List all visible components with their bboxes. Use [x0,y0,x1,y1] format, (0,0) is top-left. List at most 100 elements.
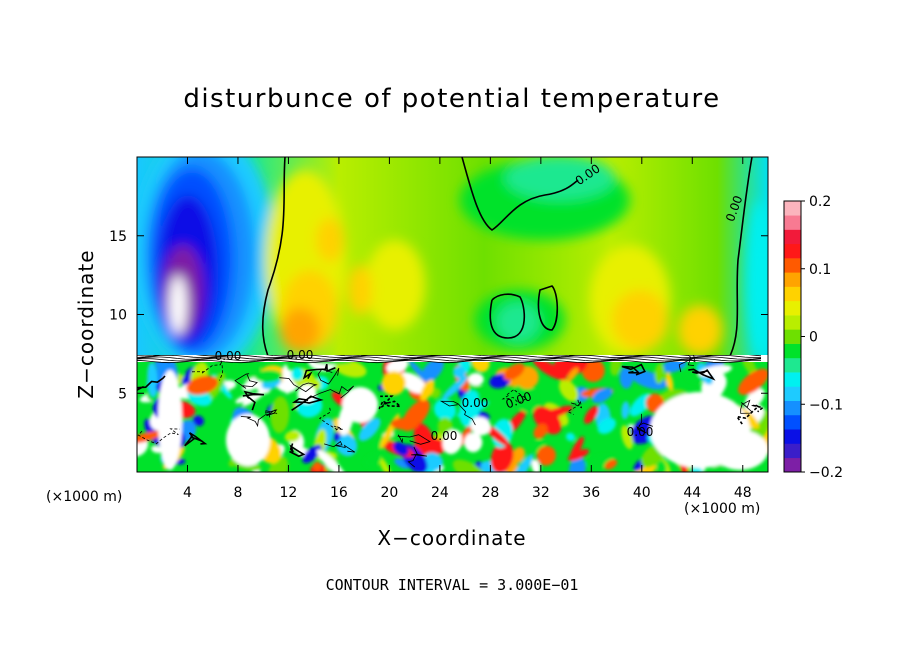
colorbar-swatch-8 [784,343,801,359]
band-line-3 [137,356,762,360]
colorbar-swatch-17 [784,215,801,230]
lower-blob-149 [584,405,599,424]
lower-contour-16 [240,412,278,428]
lower-blob-212 [186,375,219,395]
lower-blob-219 [566,367,579,382]
x-tick-label-4: 20 [380,485,398,501]
band-line-4 [137,358,762,362]
colorbar-swatch-3 [784,414,801,430]
colorbar-swatch-7 [784,357,801,373]
upper-blob-19 [746,200,768,355]
lower-blob-5 [377,455,393,472]
lower-blob-104 [665,372,674,391]
lower-blob-201 [464,432,483,453]
colorbar-swatch-1 [784,443,801,459]
lower-blob-87 [630,369,667,390]
lower-blob-193 [270,396,290,434]
x-tick-label-2: 12 [280,485,298,501]
colorbar-tick-label-1: 0.1 [809,262,831,278]
contour-lines [261,157,753,355]
lower-contour-17 [566,399,583,415]
lower-blob-21 [597,417,616,434]
lower-blob-221 [420,379,435,401]
upper-blob-15 [612,290,668,350]
lower-blob-197 [235,393,255,404]
x-tick-label-7: 32 [532,485,550,501]
lower-contour-25 [191,360,223,381]
lower-blob-42 [433,398,457,421]
lower-blob-147 [654,363,665,384]
lower-blob-220 [656,459,667,472]
white-patch-4 [712,430,768,470]
contour-line-3 [489,293,526,339]
lower-contour-9 [378,395,403,410]
white-patch-0 [226,414,270,466]
lower-blob-203 [531,459,541,472]
upper-blobs [137,157,768,355]
upper-field [137,157,768,355]
contour-label-2: 0.00 [287,348,314,362]
lower-blob-139 [284,430,301,442]
lower-blob-223 [536,445,556,466]
band-line-5 [137,359,761,364]
colorbar-swatch-0 [784,457,801,473]
lower-blob-210 [470,416,491,436]
contour-line-1 [461,157,579,231]
lower-contour-10 [265,409,278,418]
lower-blob-226 [147,362,158,397]
lower-blob-80 [312,461,322,471]
lower-blob-224 [137,430,164,444]
white-patch-2 [342,387,378,423]
y-axis-label: Z−coordinate [74,249,98,399]
upper-blob-16 [678,305,722,355]
white-patch-3 [158,370,182,470]
lower-contour-21 [735,403,765,425]
lower-contour-7 [678,355,696,373]
colorbar-swatch-4 [784,400,801,416]
lower-blob-122 [398,372,427,394]
lower-contour-3 [137,375,166,391]
colorbar-swatch-18 [784,201,801,216]
x-tick-label-6: 28 [481,485,499,501]
chart-title: disturbunce of potential temperature [183,84,721,114]
lower-contour-18 [184,432,208,447]
lower-blob-150 [441,375,468,400]
lower-contour-0 [688,368,716,381]
contour-line-0 [261,157,286,355]
colorbar-swatch-16 [784,229,801,245]
y-tick-label-0: 5 [118,386,127,402]
colorbar: 0.2 0.1 0 −0.1 −0.2 [783,194,843,481]
lower-blob-225 [698,364,733,377]
colorbar-swatch-5 [784,386,801,401]
lower-blob-194 [533,423,548,439]
lower-contour-19 [317,367,340,385]
contour-label-4: 0.00 [462,396,489,410]
upper-blob-18 [505,157,615,200]
lower-blob-189 [386,358,409,374]
x-unit-left: (×1000 m) [46,489,123,505]
lower-blob-142 [536,405,573,421]
contour-label-3: 0.00 [215,349,242,363]
colorbar-swatch-2 [784,429,801,444]
colorbar-tick-label-0: 0.2 [809,194,831,210]
colorbar-swatch-14 [784,258,801,273]
lower-contour-24 [289,443,306,458]
lower-blob-199 [509,454,534,472]
lower-blob-113 [282,364,290,395]
lower-contour-11 [439,400,476,426]
lower-blob-12 [192,415,204,427]
colorbar-swatch-13 [784,272,801,287]
lower-blob-145 [333,431,341,442]
x-tick-label-3: 16 [330,485,348,501]
lower-contours [137,355,765,468]
colorbar-tick-label-4: −0.2 [809,465,843,481]
upper-blob-13 [496,302,540,342]
x-axis-label: X−coordinate [377,526,527,550]
contour-label-6: 0.00 [627,425,654,439]
upper-blob-5 [169,275,187,335]
colorbar-swatch-9 [784,329,801,344]
lower-contour-20 [323,440,356,453]
lower-contour-2 [636,413,654,434]
